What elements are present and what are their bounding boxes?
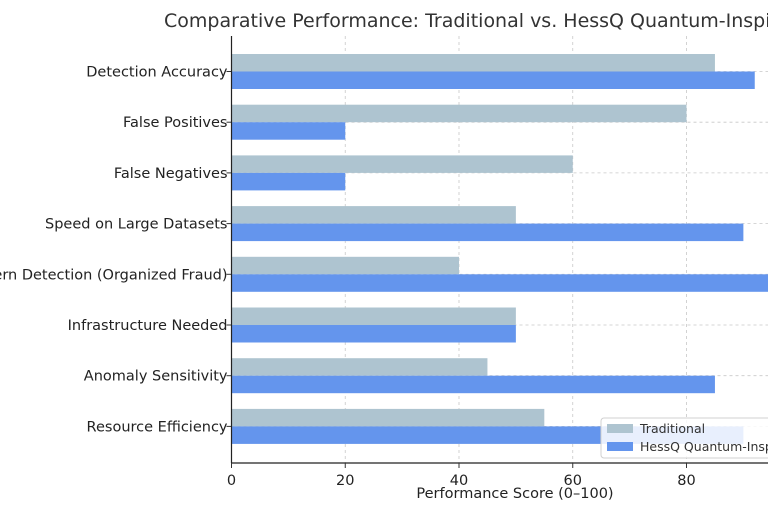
x-tick-label: 80 [677, 473, 695, 489]
bar-traditional [231, 206, 516, 224]
category-labels: Detection Accuracy False Positives False N… [0, 65, 228, 436]
legend-label: Traditional [639, 421, 705, 436]
bars [231, 54, 768, 444]
x-ticks: 0 20 40 60 80 [227, 463, 696, 489]
legend-box [600, 417, 768, 459]
x-axis-label: Performance Score (0–100) [416, 486, 613, 502]
x-tick-label: 60 [564, 473, 582, 489]
grid [231, 36, 768, 463]
bar-hessq [231, 375, 715, 394]
chart-title: Comparative Performance: Traditional vs.… [164, 10, 768, 32]
bar-hessq [231, 325, 516, 343]
bar-traditional [231, 256, 459, 275]
legend-swatch [607, 442, 633, 451]
bar-hessq [231, 122, 346, 140]
category-label: Speed on Large Datasets [45, 217, 227, 233]
bar-hessq [231, 71, 755, 89]
category-label: Anomaly Sensitivity [84, 369, 228, 385]
legend-label: HessQ Quantum-Inspired [640, 439, 768, 454]
bar-traditional [231, 155, 573, 173]
axes [226, 36, 768, 464]
category-label: Infrastructure Needed [68, 318, 228, 334]
bar-traditional [231, 358, 488, 376]
category-label: False Positives [123, 115, 227, 131]
bar-traditional [231, 307, 516, 325]
x-tick-label: 20 [336, 473, 354, 489]
x-tick-label: 0 [227, 473, 236, 489]
x-tick-label: 40 [450, 473, 468, 489]
bar-traditional [231, 54, 715, 72]
bar-traditional [231, 408, 545, 427]
category-label: Detection Accuracy [86, 65, 228, 81]
bar-hessq [231, 172, 346, 191]
category-label: Resource Efficiency [87, 419, 228, 435]
bar-hessq [231, 223, 744, 242]
bar-traditional [231, 104, 687, 123]
category-label: False Negatives [114, 166, 228, 182]
category-label: Pattern Detection (Organized Fraud) [0, 267, 228, 283]
legend: Traditional HessQ Quantum-Inspired [600, 417, 768, 459]
bar-hessq [231, 274, 768, 292]
legend-swatch [607, 424, 633, 433]
